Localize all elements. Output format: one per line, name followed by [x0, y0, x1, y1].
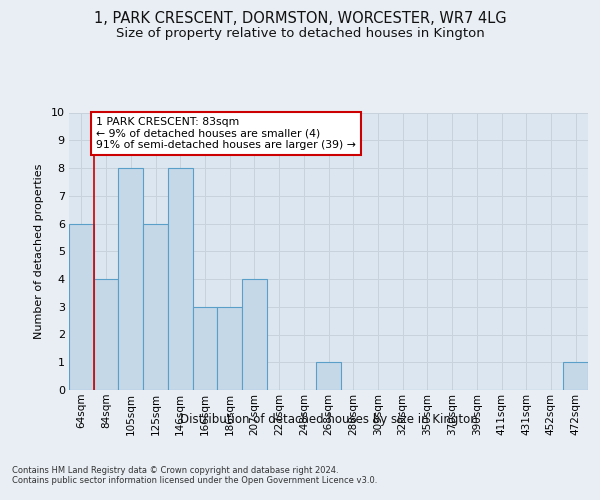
Bar — [316, 362, 341, 390]
Text: Contains HM Land Registry data © Crown copyright and database right 2024.
Contai: Contains HM Land Registry data © Crown c… — [12, 466, 377, 485]
Bar — [168, 168, 193, 390]
Text: 1, PARK CRESCENT, DORMSTON, WORCESTER, WR7 4LG: 1, PARK CRESCENT, DORMSTON, WORCESTER, W… — [94, 11, 506, 26]
Bar — [69, 224, 94, 390]
Bar — [94, 279, 118, 390]
Text: Distribution of detached houses by size in Kington: Distribution of detached houses by size … — [180, 412, 478, 426]
Bar — [242, 279, 267, 390]
Bar — [193, 306, 217, 390]
Bar — [563, 362, 588, 390]
Bar — [118, 168, 143, 390]
Bar — [143, 224, 168, 390]
Bar — [217, 306, 242, 390]
Text: Size of property relative to detached houses in Kington: Size of property relative to detached ho… — [116, 26, 484, 40]
Text: 1 PARK CRESCENT: 83sqm
← 9% of detached houses are smaller (4)
91% of semi-detac: 1 PARK CRESCENT: 83sqm ← 9% of detached … — [96, 116, 356, 150]
Y-axis label: Number of detached properties: Number of detached properties — [34, 164, 44, 339]
